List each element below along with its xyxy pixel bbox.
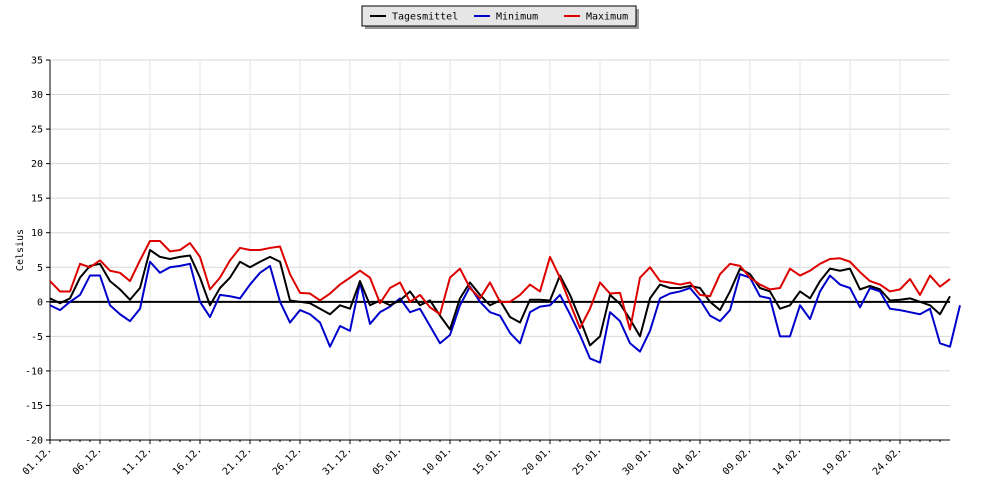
x-tick-label: 31.12. — [321, 444, 354, 477]
x-axis-ticks: 01.12. 06.12. 11.12. 16.12. 21.12. 26.12. 31.1… — [21, 440, 941, 478]
y-tick-label: 5 — [37, 263, 43, 274]
y-axis-title: Celsius — [15, 229, 26, 271]
chart-legend: Tagesmittel Minimum Maximum — [361, 5, 639, 29]
legend-label: Tagesmittel — [392, 12, 458, 23]
x-tick-label: 15.01. — [471, 444, 504, 477]
x-tick-label: 14.02. — [771, 444, 804, 477]
x-tick-label: 10.01. — [421, 444, 454, 477]
y-tick-label: 35 — [31, 56, 43, 67]
legend-box — [361, 5, 637, 27]
y-tick-label: 25 — [31, 125, 43, 136]
x-tick-label: 25.01. — [571, 444, 604, 477]
x-tick-label: 01.12. — [21, 444, 54, 477]
y-tick-label: 0 — [37, 297, 43, 308]
x-tick-label: 04.02. — [671, 444, 704, 477]
x-tick-label: 21.12. — [221, 444, 254, 477]
x-tick-label: 19.02. — [821, 444, 854, 477]
x-tick-label: 20.01. — [521, 444, 554, 477]
x-tick-label: 05.01. — [371, 444, 404, 477]
y-tick-label: -5 — [31, 332, 43, 343]
x-tick-label: 06.12. — [71, 444, 104, 477]
x-tick-label: 30.01. — [621, 444, 654, 477]
x-tick-label: 09.02. — [721, 444, 754, 477]
y-axis-ticks: 35 30 25 20 15 10 5 0 -5 -10 -15 -20 — [25, 56, 50, 447]
series-lines — [49, 240, 961, 364]
y-tick-label: -20 — [25, 436, 43, 447]
x-tick-label: 26.12. — [271, 444, 304, 477]
legend-label: Maximum — [586, 12, 628, 23]
y-tick-label: 30 — [31, 90, 43, 101]
x-tick-label: 11.12. — [121, 444, 154, 477]
legend-label: Minimum — [496, 12, 538, 23]
grid-lines — [49, 59, 950, 441]
x-tick-label: 16.12. — [171, 444, 204, 477]
series-line-minimum — [49, 260, 961, 364]
y-tick-label: 15 — [31, 194, 43, 205]
y-tick-label: -10 — [25, 366, 43, 377]
series-line-maximum — [49, 240, 951, 331]
x-tick-label: 24.02. — [871, 444, 904, 477]
y-tick-label: -15 — [25, 401, 43, 412]
y-tick-label: 20 — [31, 159, 43, 170]
y-tick-label: 10 — [31, 228, 43, 239]
